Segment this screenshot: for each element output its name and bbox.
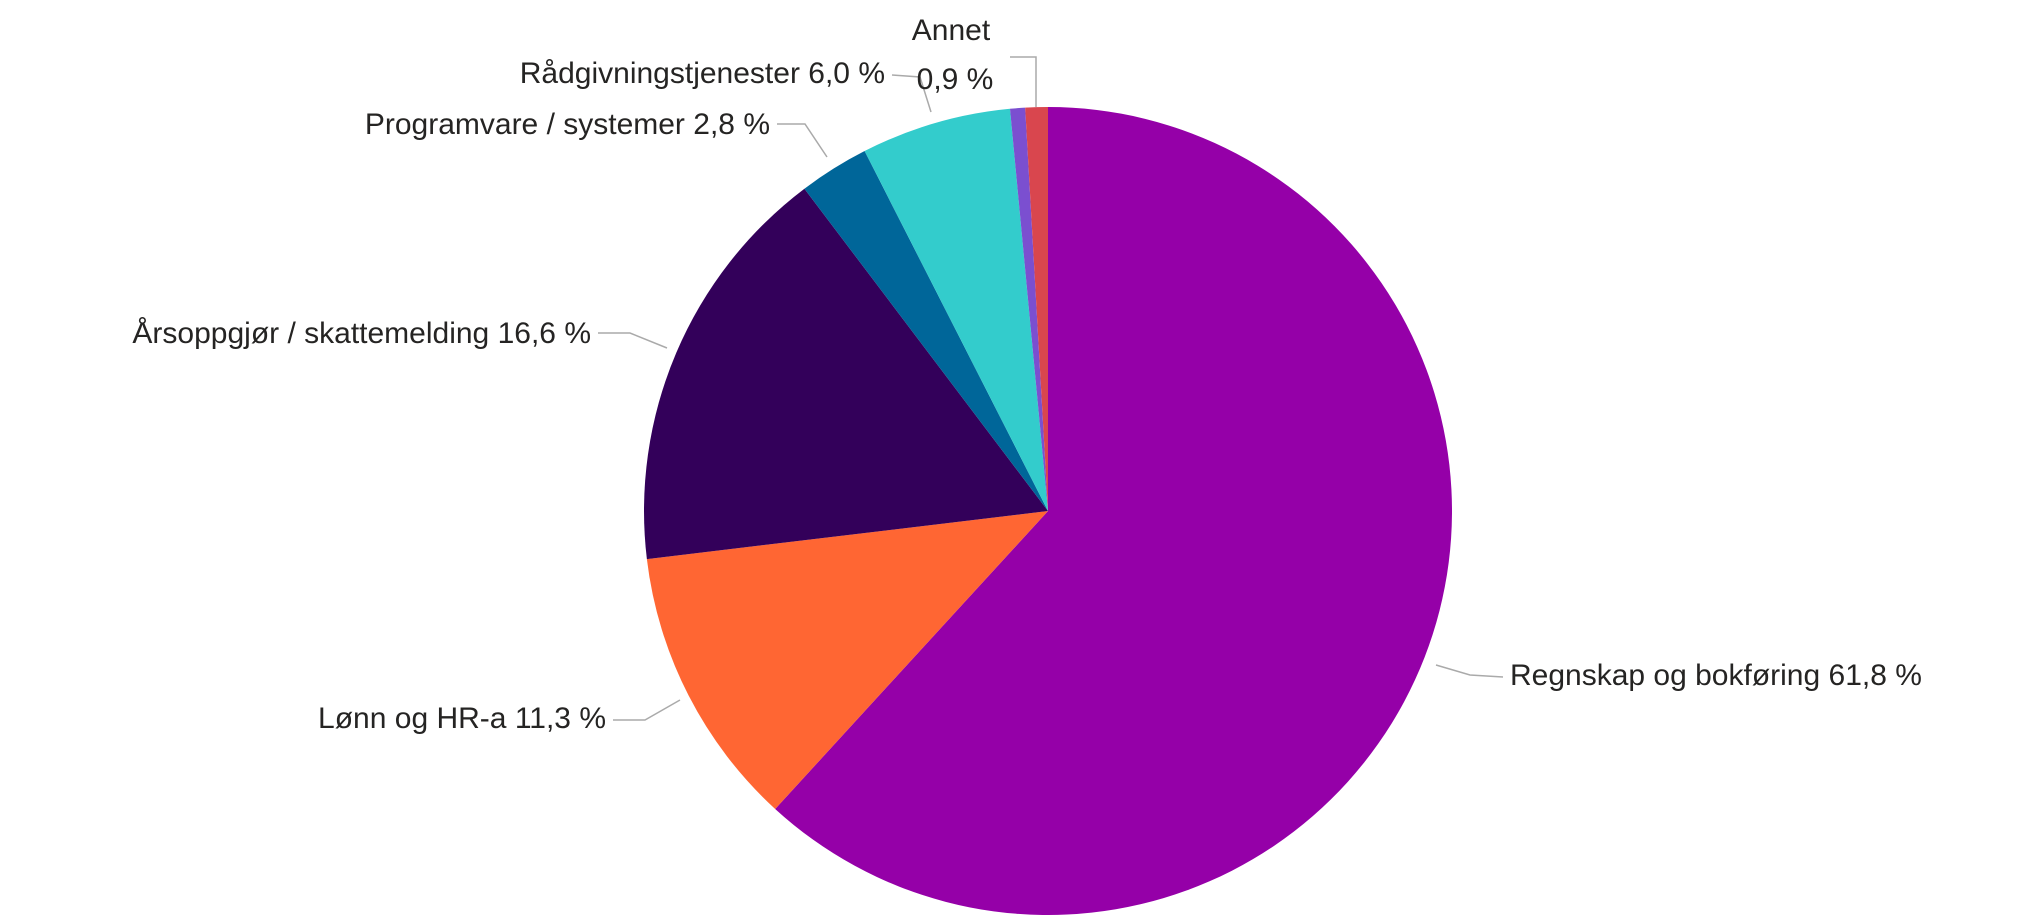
leader-line <box>1435 664 1504 678</box>
leader-line <box>891 74 932 113</box>
pie-slice <box>1009 107 1048 511</box>
pie-slice <box>864 108 1048 511</box>
slice-value-label: 2,8 % <box>693 108 770 141</box>
pie-slice <box>775 107 1453 915</box>
slice-label: Rådgivningstjenester 6,0 % <box>520 57 885 90</box>
pie-slice <box>1025 107 1048 511</box>
slice-value-label: 0,9 % <box>917 63 994 96</box>
slice-label: Programvare / systemer 2,8 % <box>365 108 770 141</box>
slice-label: Årsoppgjør / skattemelding 16,6 % <box>132 317 591 350</box>
leader-line <box>598 332 668 349</box>
slice-category: Lønn og HR-a <box>318 702 507 735</box>
leader-line <box>777 123 828 158</box>
slice-category: Årsoppgjør / skattemelding <box>132 317 489 350</box>
slice-category: Rådgivningstjenester <box>520 57 800 90</box>
slice-value-label: 6,0 % <box>808 57 885 90</box>
leader-line <box>613 699 681 721</box>
pie-slice <box>646 511 1048 809</box>
slice-value-label: 11,3 % <box>515 702 606 735</box>
pie-slice <box>644 188 1048 560</box>
slice-value-label: 61,8 % <box>1829 659 1922 692</box>
pie-slice <box>804 151 1048 511</box>
slice-category: Programvare / systemer <box>365 108 685 141</box>
slice-label: Lønn og HR-a 11,3 % <box>318 702 606 735</box>
slice-category: Regnskap og bokføring <box>1510 659 1820 692</box>
slice-value-label: 16,6 % <box>498 317 591 350</box>
slice-label: Regnskap og bokføring 61,8 % <box>1510 659 1922 692</box>
leader-line <box>1010 56 1037 107</box>
slice-label: Annet <box>912 14 991 47</box>
